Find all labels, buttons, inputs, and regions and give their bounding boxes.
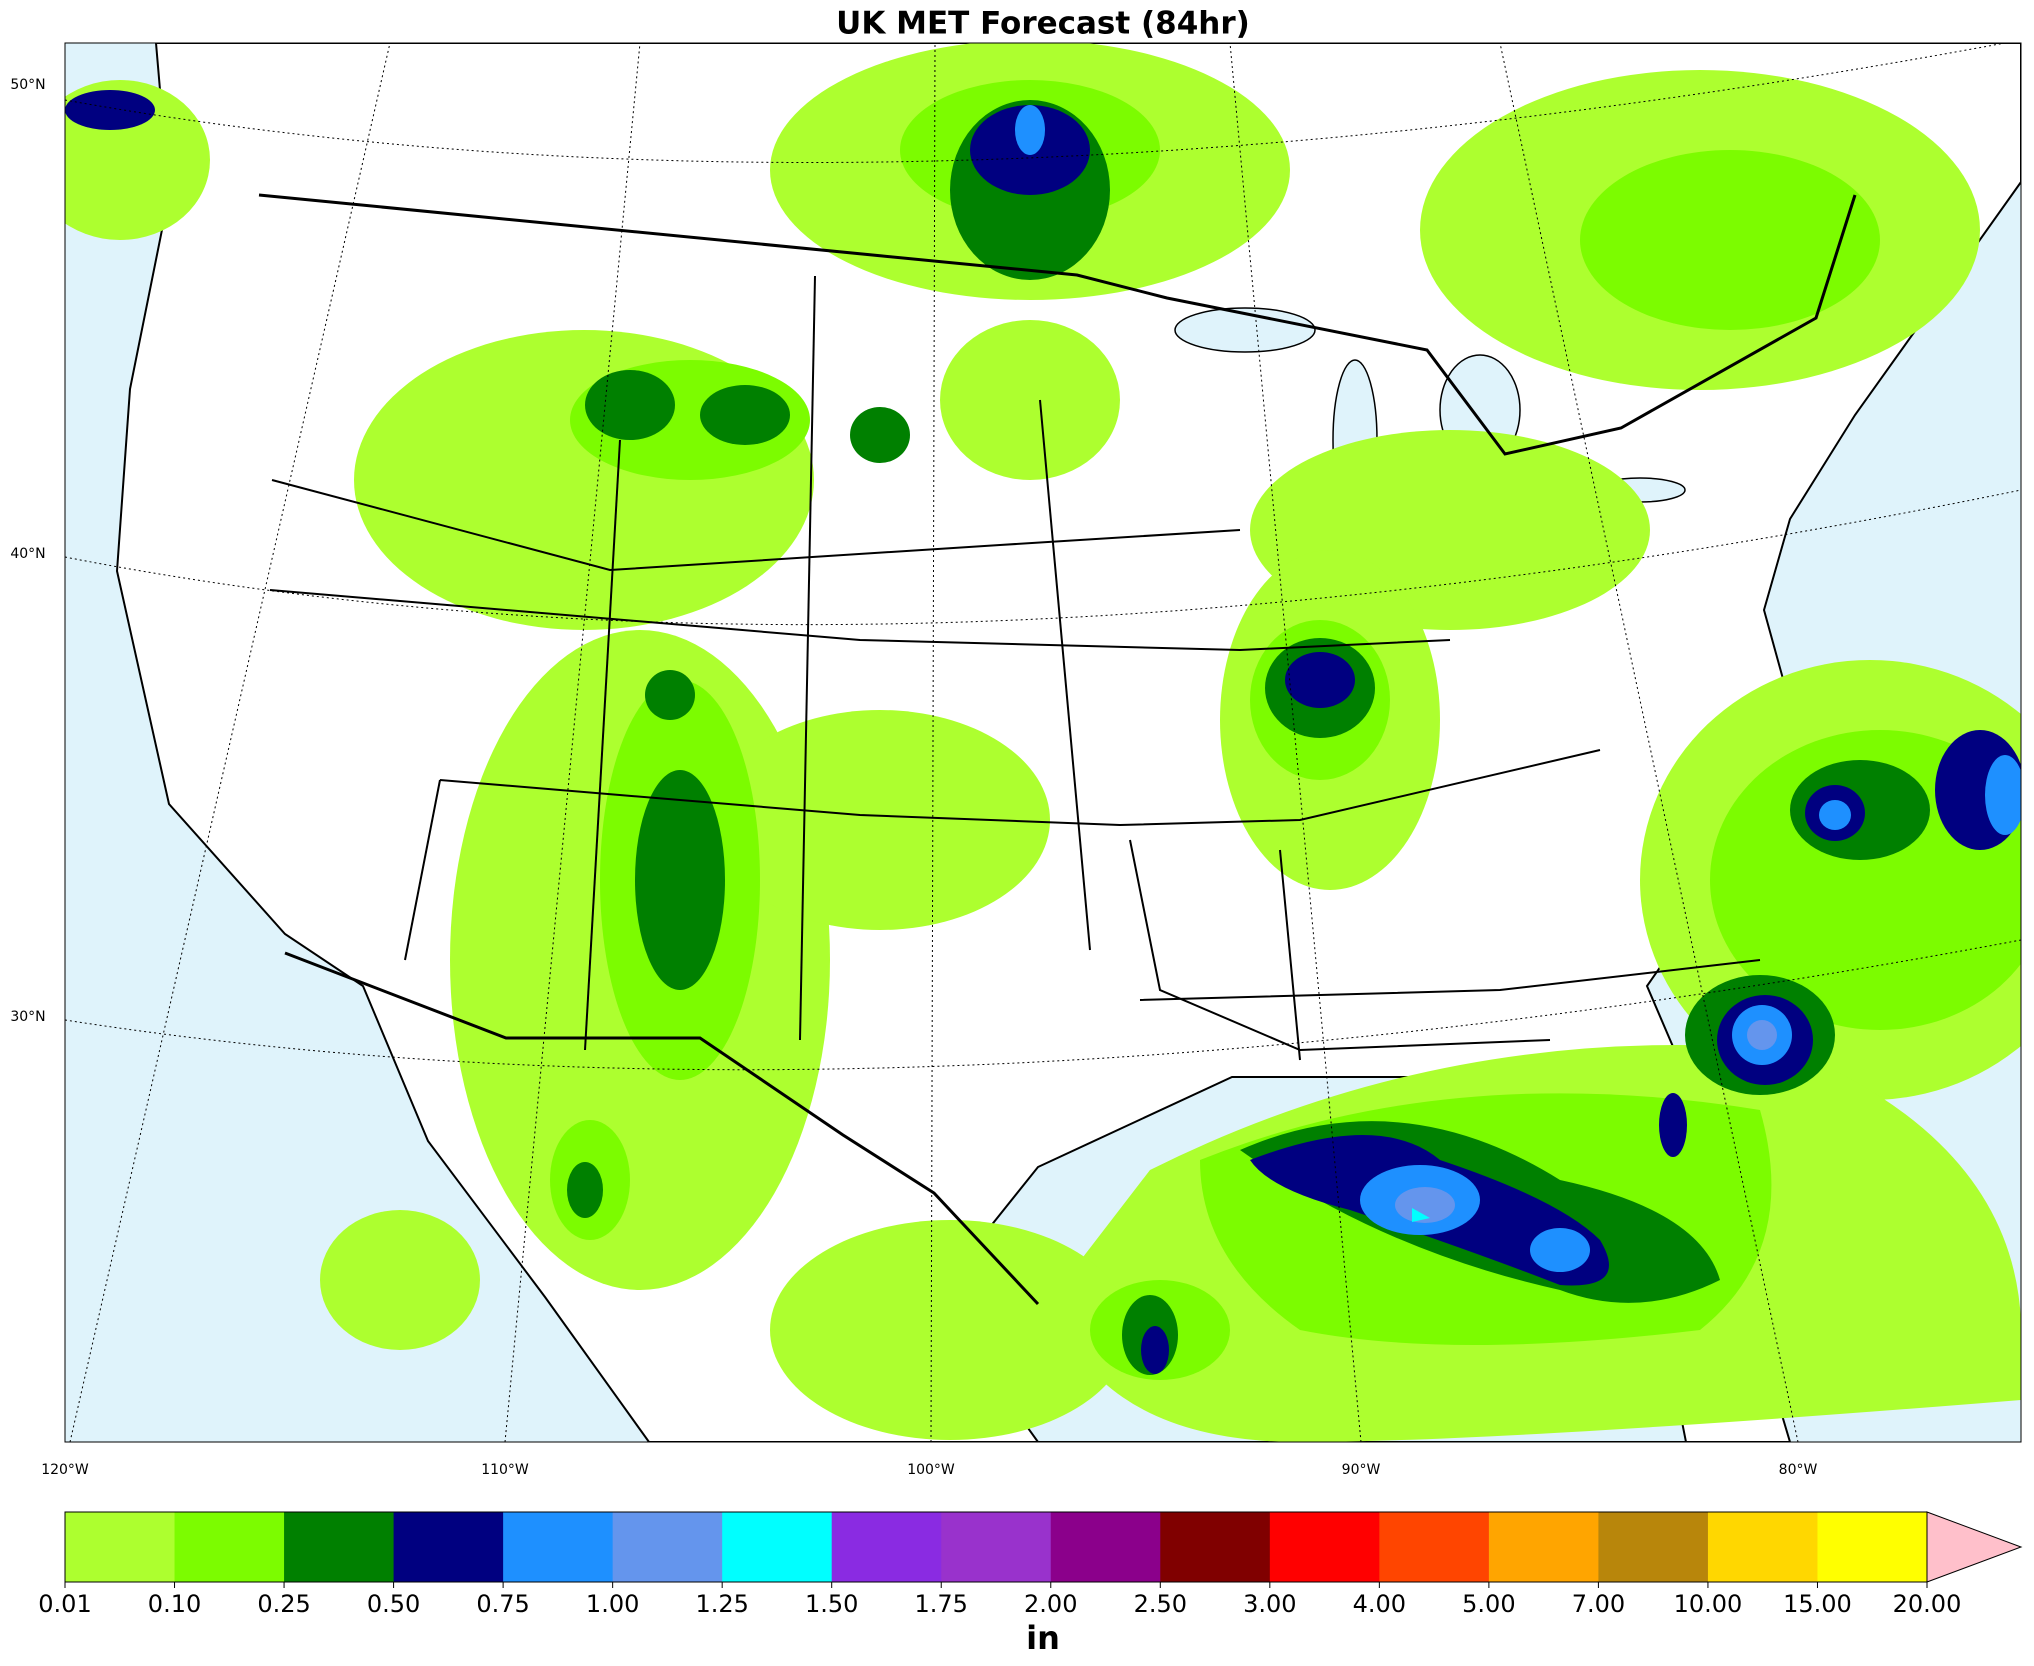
colorbar-label: 1.50	[805, 1590, 858, 1618]
colorbar-box	[1488, 1512, 1599, 1582]
lon-label: 100°W	[907, 1462, 955, 1478]
colorbar-extend	[1926, 1511, 2023, 1583]
colorbar-label: 0.50	[367, 1590, 420, 1618]
colorbar-box	[831, 1512, 942, 1582]
colorbar-unit: in	[1026, 1619, 1060, 1657]
colorbar-label: 10.00	[1674, 1590, 1743, 1618]
colorbar-label: 1.75	[915, 1590, 968, 1618]
map	[65, 43, 2021, 1442]
colorbar-box	[65, 1512, 176, 1582]
lon-label: 90°W	[1342, 1462, 1381, 1478]
colorbar-label: 0.10	[148, 1590, 201, 1618]
colorbar-box	[1817, 1512, 1928, 1582]
colorbar-label: 15.00	[1783, 1590, 1852, 1618]
colorbar-box	[393, 1512, 504, 1582]
lon-label: 120°W	[41, 1462, 89, 1478]
colorbar-label: 0.25	[257, 1590, 310, 1618]
colorbar-outline	[64, 1511, 1927, 1583]
colorbar-box	[941, 1512, 1052, 1582]
colorbar-label: 0.75	[476, 1590, 529, 1618]
map-title: UK MET Forecast (84hr)	[836, 6, 1250, 42]
graticule-labels: 50°N 40°N 30°N 120°W 110°W 100°W 90°W 80…	[10, 77, 1817, 1478]
lat-label: 30°N	[10, 1009, 45, 1025]
lon-label: 110°W	[481, 1462, 529, 1478]
colorbar-box	[1050, 1512, 1161, 1582]
colorbar-label: 1.25	[695, 1590, 748, 1618]
colorbar-box	[1598, 1512, 1709, 1582]
colorbar-label: 5.00	[1462, 1590, 1515, 1618]
colorbar-box	[1269, 1512, 1380, 1582]
colorbar-box	[1160, 1512, 1271, 1582]
lat-label: 50°N	[10, 77, 45, 93]
colorbar-label: 4.00	[1353, 1590, 1406, 1618]
colorbar-box	[722, 1512, 833, 1582]
colorbar-box	[284, 1512, 395, 1582]
colorbar-box	[503, 1512, 614, 1582]
colorbar: 0.01 0.10 0.25 0.50 0.75 1.00 1.25 1.50 1.75 2.00…	[38, 1511, 2023, 1618]
colorbar-box	[612, 1512, 723, 1582]
lat-label: 40°N	[10, 546, 45, 562]
colorbar-label: 2.50	[1134, 1590, 1187, 1618]
colorbar-label: 0.01	[38, 1590, 91, 1618]
lon-label: 80°W	[1779, 1462, 1818, 1478]
colorbar-box	[174, 1512, 285, 1582]
colorbar-box	[1379, 1512, 1490, 1582]
borders	[258, 193, 1857, 1306]
map-frame	[64, 42, 2022, 1443]
colorbar-label: 7.00	[1572, 1590, 1625, 1618]
graticule	[65, 43, 2021, 1442]
precipitation	[65, 43, 2021, 1442]
colorbar-label: 1.00	[586, 1590, 639, 1618]
colorbar-box	[1707, 1512, 1818, 1582]
colorbar-label: 3.00	[1243, 1590, 1296, 1618]
colorbar-label: 2.00	[1024, 1590, 1077, 1618]
colorbar-label: 20.00	[1893, 1590, 1962, 1618]
